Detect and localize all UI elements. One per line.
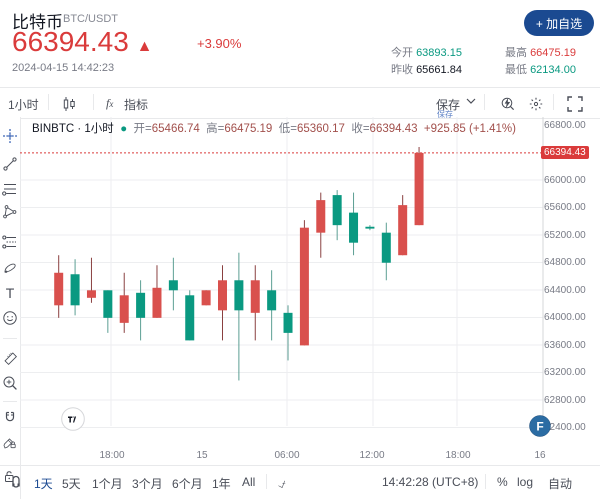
svg-text:F: F (536, 420, 543, 434)
